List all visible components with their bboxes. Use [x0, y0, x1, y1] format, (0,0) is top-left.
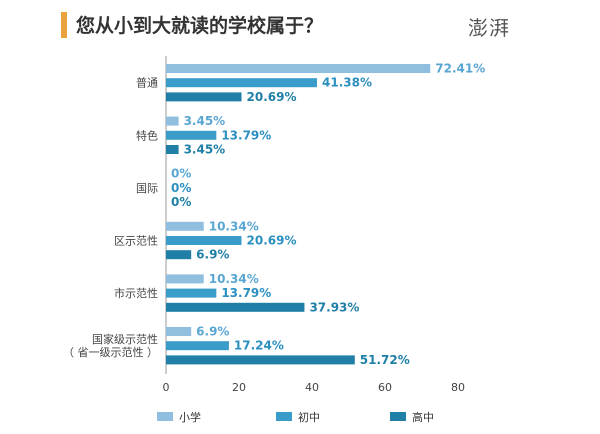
value-label: 0% [171, 195, 191, 209]
legend-swatch-初中 [276, 412, 292, 421]
legend-label: 小学 [179, 410, 201, 424]
bar-高中 [166, 302, 305, 312]
x-tick-label: 60 [378, 381, 392, 394]
category-label: 特色 [136, 128, 158, 142]
value-label: 0% [171, 181, 191, 195]
value-label: 13.79% [221, 128, 271, 142]
bar-初中 [166, 130, 217, 140]
bar-小学 [166, 274, 204, 284]
bar-初中 [166, 341, 229, 351]
bar-小学 [166, 327, 192, 336]
x-tick-label: 80 [451, 381, 465, 394]
value-label: 51.72% [360, 353, 410, 367]
value-label: 20.69% [247, 90, 297, 104]
chart-title: 您从小到大就读的学校属于？ [76, 15, 324, 37]
legend-swatch-小学 [157, 412, 173, 421]
x-tick-label: 20 [232, 381, 246, 394]
legend-label: 高中 [412, 410, 434, 424]
category-label: （ 省一级示范性 ） [63, 345, 158, 359]
x-tick-label: 0 [163, 381, 170, 394]
legend-swatch-高中 [390, 412, 406, 421]
value-label: 13.79% [221, 286, 271, 300]
title-accent-bar [61, 12, 67, 38]
bar-高中 [166, 145, 179, 154]
bar-小学 [166, 116, 179, 126]
brand-logo: 澎湃 [468, 16, 510, 40]
x-tick-label: 40 [305, 381, 319, 394]
value-label: 3.45% [184, 143, 226, 157]
category-label: 市示范性 [114, 286, 158, 300]
value-label: 10.34% [209, 219, 259, 233]
bar-高中 [166, 355, 355, 365]
category-label: 普通 [136, 76, 158, 90]
legend-label: 初中 [298, 410, 320, 424]
category-label: 区示范性 [114, 234, 158, 248]
value-label: 17.24% [234, 339, 284, 353]
bar-初中 [166, 236, 242, 245]
bar-高中 [166, 250, 192, 260]
value-label: 41.38% [322, 76, 372, 90]
value-label: 72.41% [435, 62, 485, 76]
value-label: 10.34% [209, 272, 259, 286]
value-label: 6.9% [196, 325, 229, 339]
bar-初中 [166, 288, 217, 298]
bar-初中 [166, 78, 318, 88]
category-label: 国际 [136, 182, 158, 195]
category-label: 国家级示范性 [92, 332, 158, 346]
value-label: 0% [171, 167, 191, 181]
value-label: 37.93% [309, 300, 359, 314]
bar-小学 [166, 64, 431, 73]
bar-小学 [166, 221, 204, 231]
value-label: 6.9% [196, 248, 229, 262]
bar-高中 [166, 92, 242, 102]
value-label: 3.45% [184, 114, 226, 128]
value-label: 20.69% [247, 234, 297, 248]
